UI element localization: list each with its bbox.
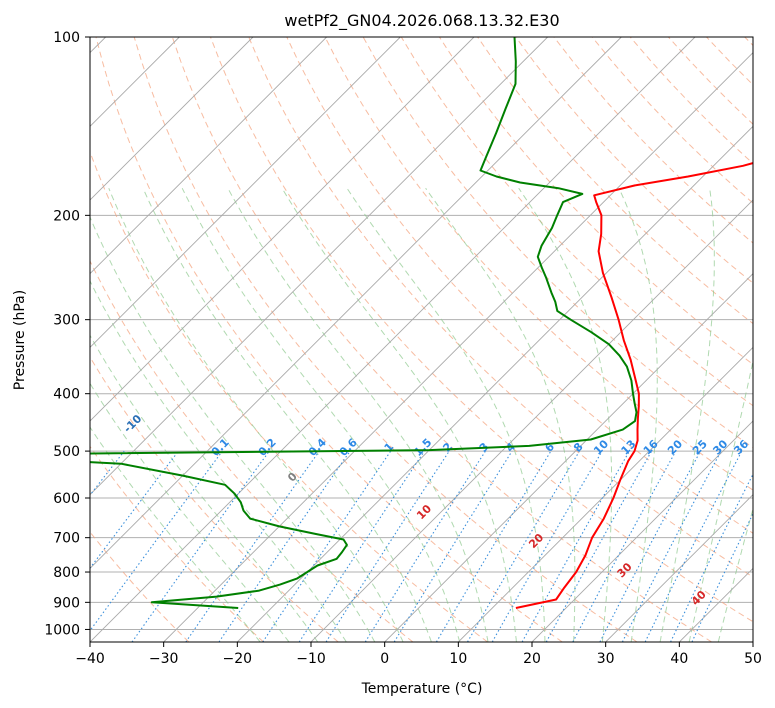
y-tick-label: 700 [53,531,80,547]
pressure-gridlines [90,37,753,630]
isotherm-line [310,199,753,642]
skewed-isotherms [90,37,753,642]
isotherm-line [605,494,753,642]
mixing-ratio-line [644,450,743,642]
x-tick-label: 10 [449,651,467,667]
moist-adiabat-line [281,187,517,642]
x-tick-label: −40 [75,651,105,667]
isotherm-line [90,37,401,348]
y-axis-label: Pressure (hPa) [12,290,28,390]
dry-adiabat-line [286,37,753,534]
mixing-ratio-line [521,450,630,642]
x-tick-label: −30 [149,651,179,667]
moist-adiabat-line [618,187,658,642]
y-tick-label: 200 [53,208,80,224]
mixing-ratio-line [393,450,513,642]
isotherm-line [163,52,753,642]
moist-adiabat-line [181,187,461,642]
isotherm-line [90,37,327,275]
dry-adiabat-line [90,259,414,642]
mixing-ratio-line [298,450,425,642]
x-tick-label: 30 [597,651,615,667]
dry-adiabat-line [210,37,753,623]
moist-adiabat-line [142,187,432,642]
mixing-ratio-line [131,450,270,642]
y-tick-label: 600 [53,491,80,507]
moist-adiabat-line [90,215,376,642]
isotherm-line [90,37,696,642]
dry-adiabat-line [515,37,753,284]
isotherm-line [90,37,254,201]
x-tick-label: 0 [380,651,389,667]
y-tick-label: 800 [53,565,80,581]
sounding-line [515,162,753,609]
dry-adiabat-line [248,37,753,578]
isotherm-line [384,273,753,642]
mixing-ratio-line [545,450,653,642]
sounding-line [90,37,638,609]
moist-adiabat-line [108,188,404,642]
dry-adiabat-line [95,37,563,642]
y-tick-label: 400 [53,387,80,403]
x-tick-label: 40 [670,651,688,667]
dry-adiabat-line [90,445,264,642]
mixing-ratio-line [218,450,351,642]
moist-adiabat-line [659,188,715,642]
mixing-ratio-line [262,450,392,642]
dry-adiabat-line [90,356,339,642]
isotherm-line [237,125,753,642]
mixing-ratio-line [90,450,179,570]
dry-adiabat-line [324,37,753,491]
moist-adiabat-line [227,187,489,642]
x-tick-label: 20 [523,651,541,667]
moist-adiabat-line [518,187,613,642]
y-tick-label: 900 [53,595,80,611]
mixing-ratio-line [185,450,320,642]
y-tick-label: 500 [53,444,80,460]
x-tick-label: −20 [223,651,253,667]
plot-frame [89,36,754,643]
mixing-ratio-lines [90,450,753,642]
y-tick-label: 100 [53,30,80,46]
dry-adiabat-line [171,37,712,642]
chart-title: wetPf2_GN04.2026.068.13.32.E30 [284,11,559,31]
isotherm-line [90,37,548,496]
isotherm-line [531,420,753,642]
isotherm-line [458,346,753,642]
x-axis-label: Temperature (°C) [361,681,483,697]
x-tick-label: 50 [744,651,762,667]
mixing-ratio-line [90,450,223,632]
isotherm-line [90,37,622,569]
mixing-ratio-line [572,450,677,642]
y-tick-label: 300 [53,313,80,329]
x-tick-label: −10 [296,651,326,667]
isotherm-line [90,37,475,422]
dry-adiabats [90,37,753,642]
mixing-ratio-line [670,473,753,642]
moist-adiabat-line [688,358,753,642]
plot-area: 0.10.20.40.611.52346810131620253036-100-… [90,37,753,642]
sounding-profiles [90,37,753,609]
mixing-ratio-line [325,450,450,642]
y-tick-label: 1000 [44,622,80,638]
y-axis-ticks: 100 200 300 400 500 600 700 800 900 1000 [44,30,90,638]
x-axis-ticks: −40 −30 −20 −10 0 10 20 30 40 50 [75,642,762,667]
